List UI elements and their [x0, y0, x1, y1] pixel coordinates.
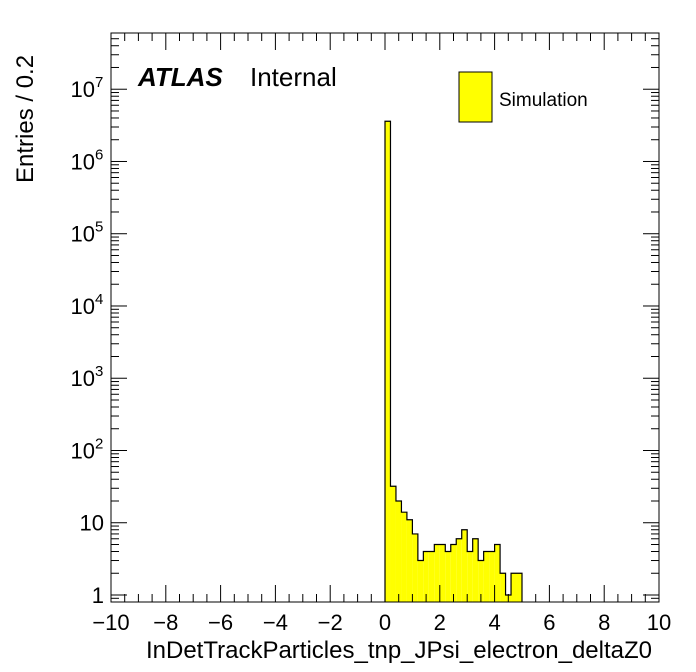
x-tick-label: 2: [434, 610, 446, 635]
y-tick-label: 10: [71, 438, 95, 463]
y-tick-label: 10: [71, 77, 95, 102]
y-tick-exponent: 7: [95, 74, 103, 91]
histogram-outline: [384, 120, 523, 602]
histogram-bar: [483, 551, 490, 602]
histogram-bar: [406, 519, 413, 602]
histogram-bar: [434, 544, 440, 602]
y-tick-label: 10: [71, 222, 95, 247]
y-tick-exponent: 2: [95, 435, 103, 452]
histogram-bar: [439, 544, 446, 602]
histogram-bar: [467, 551, 473, 602]
y-tick-exponent: 3: [95, 363, 103, 380]
histogram-bar: [489, 551, 495, 602]
x-tick-label: 8: [598, 610, 610, 635]
y-tick-label: 10: [71, 294, 95, 319]
x-tick-label: −2: [318, 610, 343, 635]
histogram-bar: [500, 573, 506, 602]
y-tick-label: 1: [92, 583, 104, 608]
x-tick-label: −6: [208, 610, 233, 635]
x-tick-label: −4: [263, 610, 288, 635]
histogram-bar: [401, 512, 407, 602]
legend-swatch-simulation: [458, 71, 493, 123]
y-tick-label: 10: [71, 149, 95, 174]
x-tick-label: 0: [379, 610, 391, 635]
histogram-bar: [494, 544, 501, 602]
x-tick-label: 6: [543, 610, 555, 635]
histogram-bar: [472, 538, 479, 602]
histogram-bar: [385, 121, 391, 603]
x-tick-label: 10: [647, 610, 671, 635]
histogram-bar: [423, 551, 429, 602]
x-tick-label: −10: [92, 610, 129, 635]
histogram-bar: [395, 500, 402, 602]
y-axis-title: Entries / 0.2: [12, 55, 39, 183]
x-axis-title: InDetTrackParticles_tnp_JPsi_electron_de…: [146, 637, 652, 664]
x-tick-labels: −10 −8 −6 −4 −2 0 2 4 6 8 10: [92, 610, 671, 635]
atlas-status-label: Internal: [250, 62, 337, 92]
histogram-bar: [511, 573, 517, 602]
histogram-bar: [516, 573, 522, 602]
histogram-bar: [390, 486, 396, 602]
y-tick-exponent: 6: [95, 146, 103, 163]
histogram-bar: [428, 551, 435, 602]
y-tick-exponent: 4: [95, 291, 103, 308]
legend-entry-simulation: Simulation: [499, 90, 588, 111]
histogram-bar: [450, 544, 457, 602]
histogram-bar: [412, 533, 418, 602]
y-tick-exponent: 5: [95, 219, 103, 236]
x-tick-label: −8: [153, 610, 178, 635]
histogram-bars: [384, 120, 523, 603]
x-tick-label: 4: [488, 610, 500, 635]
histogram-bar: [461, 529, 468, 602]
y-tick-label: 10: [80, 511, 104, 536]
histogram-bar: [445, 551, 451, 602]
legend: Simulation: [458, 71, 588, 123]
plot-frame: [110, 32, 660, 603]
y-tick-label: 10: [71, 366, 95, 391]
histogram-bar: [417, 560, 424, 602]
histogram-bar: [456, 538, 462, 602]
atlas-label: ATLAS: [137, 62, 223, 92]
histogram-bar: [478, 560, 484, 602]
